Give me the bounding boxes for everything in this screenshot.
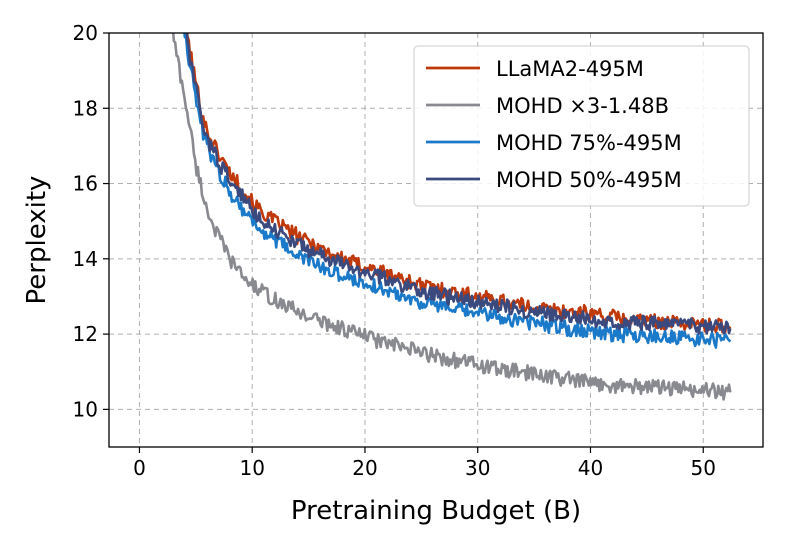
y-tick-label: 14	[73, 247, 98, 271]
legend-label: LLaMA2-495M	[496, 57, 644, 81]
x-tick-label: 40	[578, 456, 603, 480]
y-tick-label: 12	[73, 322, 98, 346]
series-line-4	[185, 33, 732, 335]
plot-frame	[108, 32, 764, 448]
y-tick-label: 20	[73, 21, 98, 45]
x-tick-label: 50	[691, 456, 716, 480]
x-tick-label: 10	[239, 456, 264, 480]
x-tick-label: 20	[352, 456, 377, 480]
legend-label: MOHD ×3-1.48B	[496, 94, 669, 118]
y-tick-label: 18	[73, 96, 98, 120]
series-group	[171, 33, 732, 401]
legend-label: MOHD 50%-495M	[496, 168, 682, 192]
series-line-2	[171, 33, 732, 401]
x-tick-label: 30	[465, 456, 490, 480]
x-tick-label: 0	[133, 456, 146, 480]
legend-box	[413, 45, 750, 207]
y-axis-label: Perplexity	[22, 176, 52, 305]
legend-label: MOHD 75%-495M	[496, 131, 682, 155]
y-tick-label: 10	[73, 397, 98, 421]
axis-ticks: 0 10 20 30 40 50 10 12 14 16 18 20	[73, 21, 716, 480]
y-tick-label: 16	[73, 172, 98, 196]
legend: LLaMA2-495M MOHD ×3-1.48B MOHD 75%-495M MOH…	[413, 45, 750, 207]
series-line-3	[183, 33, 732, 349]
x-axis-label: Pretraining Budget (B)	[291, 496, 581, 526]
